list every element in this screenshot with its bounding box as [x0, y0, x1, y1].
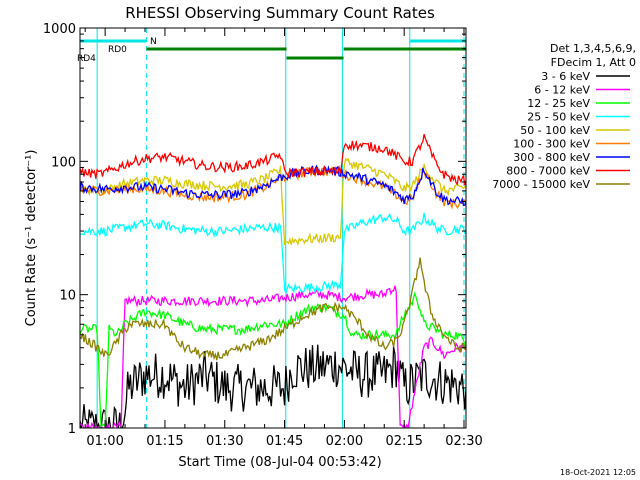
legend-label-4: 50 - 100 keV [520, 124, 590, 137]
y-tick-label-3: 1000 [43, 22, 76, 37]
legend-label-5: 100 - 300 keV [513, 138, 590, 151]
plot-inner [80, 28, 466, 428]
axes: 01:00 01:15 01:30 01:45 02:00 02:15 02:30 1 10 10… [43, 22, 483, 449]
x-axis-label: Start Time (08-Jul-04 00:53:42) [178, 455, 381, 470]
series-line-3 [80, 212, 466, 295]
legend-label-0: 3 - 6 keV [541, 70, 590, 83]
x-tick-label-6: 02:30 [445, 434, 482, 449]
status-label-rd4: RD4 [77, 54, 96, 64]
legend-label-1: 6 - 12 keV [534, 84, 590, 97]
y-axis-label: Count Rate (s⁻¹ detector⁻¹) [24, 150, 39, 327]
x-tick-label-3: 01:45 [266, 434, 303, 449]
y-tick-label-0: 1 [68, 422, 76, 437]
legend-label-7: 800 - 7000 keV [506, 165, 590, 178]
series-line-6 [80, 164, 466, 207]
series-line-0 [80, 344, 466, 428]
chart-title: RHESSI Observing Summary Count Rates [125, 4, 435, 22]
legend: Det 1,3,4,5,6,9,FDecim 1, Att 03 - 6 keV… [492, 42, 636, 191]
legend-label-2: 12 - 25 keV [527, 97, 590, 110]
legend-label-3: 25 - 50 keV [527, 111, 590, 124]
y-tick-label-1: 10 [59, 289, 76, 304]
footer-date: 18-Oct-2021 12:05 [560, 468, 636, 477]
series-line-8 [80, 257, 466, 361]
x-tick-label-5: 02:15 [385, 434, 422, 449]
plot-area: N RD0 RD4 [77, 28, 466, 428]
plot-frame [79, 27, 467, 429]
y-tick-label-2: 100 [51, 155, 76, 170]
legend-header-0: Det 1,3,4,5,6,9, [550, 42, 636, 55]
x-tick-label-0: 01:00 [86, 434, 123, 449]
series-line-7 [80, 134, 466, 186]
status-label-rd0: RD0 [108, 45, 127, 55]
legend-label-6: 300 - 800 keV [513, 151, 590, 164]
x-tick-label-2: 01:30 [206, 434, 243, 449]
series-line-1 [80, 285, 466, 428]
series-line-2 [80, 291, 466, 428]
status-label-n: N [150, 37, 157, 47]
series-line-4 [80, 157, 466, 246]
x-tick-label-1: 01:15 [146, 434, 183, 449]
legend-label-8: 7000 - 15000 keV [492, 178, 590, 191]
x-tick-label-4: 02:00 [326, 434, 363, 449]
legend-header-1: FDecim 1, Att 0 [551, 56, 636, 69]
